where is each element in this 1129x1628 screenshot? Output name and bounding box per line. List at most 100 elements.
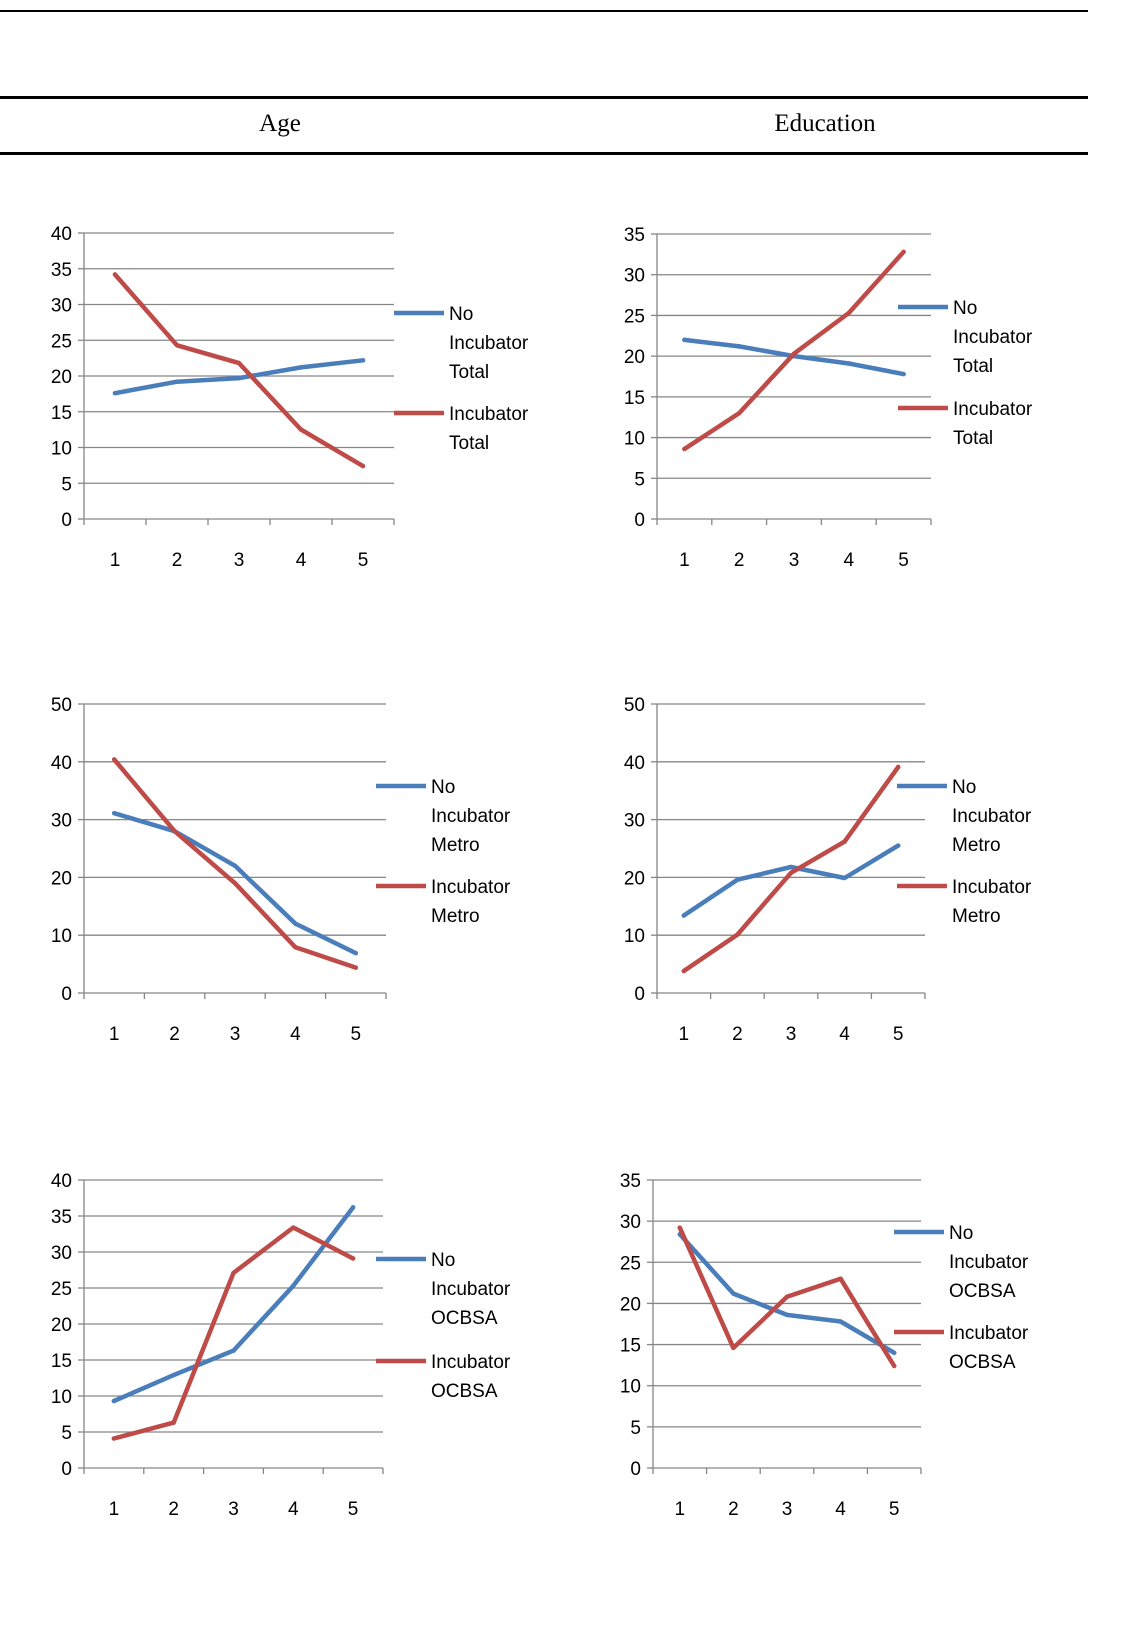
y-tick-label: 30 (624, 811, 645, 832)
data-point (231, 1270, 236, 1276)
y-tick-label: 15 (620, 1336, 641, 1357)
data-point (846, 361, 851, 366)
series-line-incubator (112, 272, 366, 469)
data-point (892, 1363, 897, 1369)
data-point (901, 249, 906, 255)
x-tick-label: 4 (290, 1024, 301, 1045)
data-point (842, 875, 847, 881)
y-tick-label: 5 (61, 474, 72, 495)
legend-label: OCBSA (431, 1381, 498, 1402)
x-tick-label: 3 (786, 1024, 797, 1045)
y-tick-label: 40 (51, 224, 72, 245)
x-tick-label: 1 (110, 550, 121, 571)
y-tick-label: 0 (61, 1459, 72, 1480)
y-tick-label: 30 (51, 811, 72, 832)
line-chart-2: 0 5 10 15 20 25 30 35 1 2 3 4 5 No Incubator Total Incub… (624, 225, 1033, 571)
y-tick-label: 20 (624, 868, 645, 889)
x-tick-label: 3 (228, 1499, 239, 1520)
x-tick-label: 2 (172, 550, 183, 571)
y-tick-label: 50 (51, 695, 72, 716)
column-header-age: Age (259, 110, 301, 137)
legend-label: OCBSA (431, 1308, 498, 1329)
y-tick-label: 25 (624, 306, 645, 327)
data-point (737, 410, 742, 416)
data-point (838, 1276, 843, 1281)
legend-label: Incubator (952, 806, 1032, 827)
data-point (731, 1291, 736, 1296)
top-thin-rule (0, 10, 1088, 12)
y-tick-label: 35 (51, 1207, 72, 1228)
x-tick-label: 1 (679, 550, 690, 571)
legend-label: No (449, 304, 473, 325)
legend-label: OCBSA (949, 1352, 1016, 1373)
series-line-no-incubator (111, 1205, 356, 1404)
data-point (174, 343, 180, 348)
data-point (892, 1350, 897, 1356)
y-tick-label: 20 (51, 1315, 72, 1336)
legend-label: Total (449, 433, 489, 454)
x-tick-label: 1 (109, 1024, 120, 1045)
x-tick-label: 2 (168, 1499, 179, 1520)
y-tick-label: 15 (51, 1351, 72, 1372)
legend-label: Incubator (449, 333, 529, 354)
y-tick-label: 0 (634, 984, 645, 1005)
header-top-rule (0, 96, 1088, 99)
data-point (360, 463, 366, 469)
x-tick-label: 2 (734, 550, 745, 571)
x-tick-label: 3 (234, 550, 245, 571)
y-tick-label: 5 (630, 1418, 641, 1439)
data-point (682, 337, 687, 343)
legend-label: Total (953, 428, 993, 449)
data-point (360, 358, 366, 363)
data-point (112, 757, 117, 762)
data-point (682, 446, 687, 452)
y-tick-label: 30 (51, 1243, 72, 1264)
x-tick-label: 5 (893, 1024, 904, 1045)
header-bottom-rule (0, 152, 1088, 155)
data-point (681, 968, 686, 974)
data-point (350, 1205, 356, 1210)
data-point (236, 375, 242, 381)
data-point (838, 1319, 843, 1324)
data-point (846, 310, 851, 316)
x-tick-label: 1 (109, 1499, 120, 1520)
data-point (231, 1348, 236, 1353)
y-tick-label: 20 (624, 347, 645, 368)
data-point (735, 932, 740, 937)
y-tick-label: 35 (624, 225, 645, 246)
x-tick-label: 1 (675, 1499, 686, 1520)
y-tick-label: 30 (624, 266, 645, 287)
y-tick-label: 0 (634, 510, 645, 531)
legend-label: Metro (431, 906, 480, 927)
y-tick-label: 0 (630, 1459, 641, 1480)
y-tick-label: 10 (620, 1377, 641, 1398)
x-tick-label: 4 (839, 1024, 850, 1045)
series-line-no-incubator (681, 843, 901, 918)
x-tick-label: 4 (844, 550, 855, 571)
data-point (232, 863, 238, 869)
data-point (172, 828, 177, 834)
y-tick-label: 5 (61, 1423, 72, 1444)
y-tick-label: 10 (51, 926, 72, 947)
data-point (174, 379, 180, 384)
y-tick-label: 25 (620, 1253, 641, 1274)
series-line-incubator (682, 249, 906, 452)
line-chart-6: 0 5 10 15 20 25 30 35 1 2 3 4 5 No Incubator OCBSA Incub… (620, 1171, 1029, 1520)
data-point (731, 1345, 736, 1351)
line-chart-4: 0 10 20 30 40 50 1 2 3 4 5 No Incubator Metro Incubato… (624, 695, 1032, 1045)
legend-label: Incubator (431, 1352, 511, 1373)
legend-label: No (431, 777, 455, 798)
x-tick-label: 2 (732, 1024, 743, 1045)
data-point (896, 843, 901, 848)
line-chart-3: 0 10 20 30 40 50 1 2 3 4 5 No Incubator Metro Incubato… (51, 695, 511, 1045)
data-point (842, 839, 847, 844)
y-tick-label: 40 (51, 753, 72, 774)
x-tick-label: 2 (169, 1024, 180, 1045)
y-tick-label: 10 (51, 439, 72, 460)
y-tick-label: 15 (624, 388, 645, 409)
data-point (112, 390, 118, 396)
series-line-no-incubator (677, 1232, 897, 1356)
data-point (291, 1225, 296, 1230)
data-point (784, 1312, 790, 1318)
